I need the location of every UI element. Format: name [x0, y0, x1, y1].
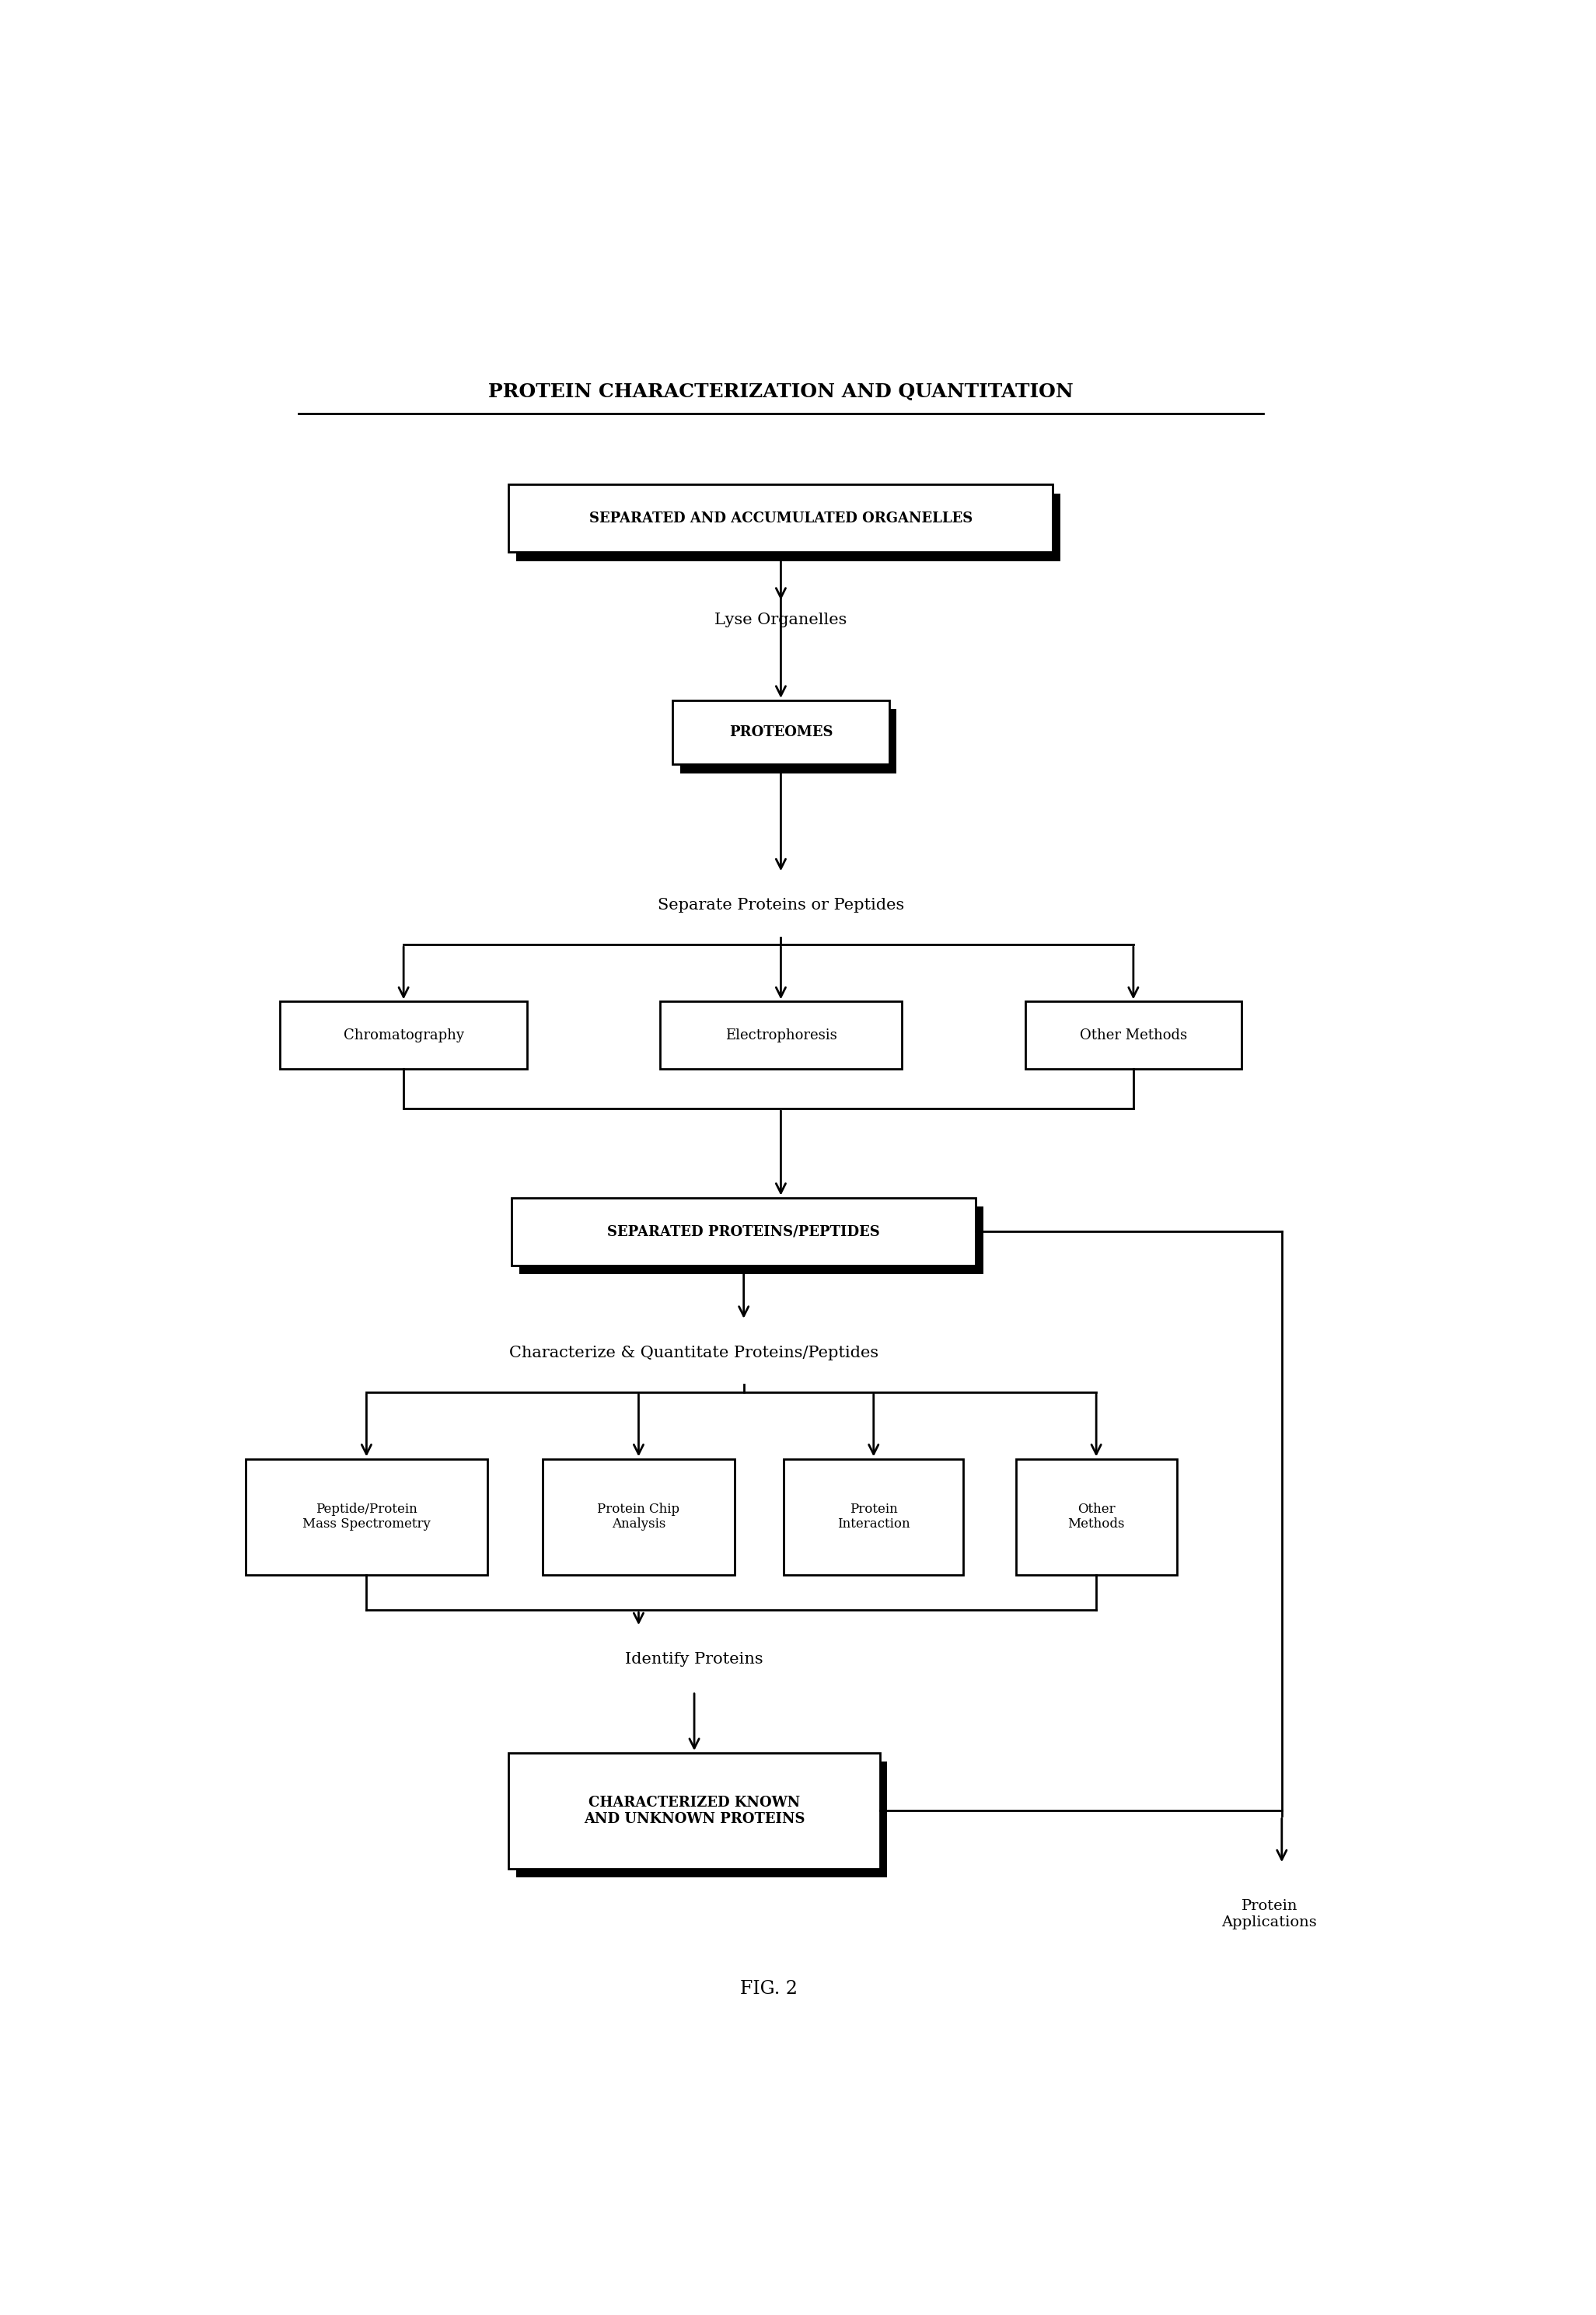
Text: PROTEIN CHARACTERIZATION AND QUANTITATION: PROTEIN CHARACTERIZATION AND QUANTITATIO… [488, 382, 1074, 400]
Bar [512, 1197, 975, 1266]
Bar [516, 1762, 887, 1877]
Bar [661, 1002, 902, 1070]
Bar [246, 1458, 487, 1574]
Text: Other Methods: Other Methods [1079, 1028, 1187, 1042]
Bar [1025, 1002, 1242, 1070]
Bar [543, 1458, 734, 1574]
Text: SEPARATED AND ACCUMULATED ORGANELLES: SEPARATED AND ACCUMULATED ORGANELLES [589, 512, 972, 526]
Text: Separate Proteins or Peptides: Separate Proteins or Peptides [658, 898, 905, 912]
Bar [509, 1752, 879, 1868]
Text: Chromatography: Chromatography [343, 1028, 464, 1042]
Text: Identify Proteins: Identify Proteins [626, 1653, 763, 1667]
Bar [680, 708, 897, 773]
Bar [509, 484, 1053, 553]
Bar [672, 699, 889, 764]
Text: Electrophoresis: Electrophoresis [725, 1028, 836, 1042]
Text: Protein Chip
Analysis: Protein Chip Analysis [597, 1502, 680, 1530]
Bar [784, 1458, 964, 1574]
Bar [516, 493, 1060, 560]
Text: FIG. 2: FIG. 2 [739, 1979, 798, 1998]
Bar [279, 1002, 527, 1070]
Text: Other
Methods: Other Methods [1068, 1502, 1125, 1530]
Text: CHARACTERIZED KNOWN
AND UNKNOWN PROTEINS: CHARACTERIZED KNOWN AND UNKNOWN PROTEINS [584, 1796, 804, 1827]
Bar [1015, 1458, 1176, 1574]
Text: Lyse Organelles: Lyse Organelles [715, 613, 847, 627]
Text: PROTEOMES: PROTEOMES [729, 725, 833, 738]
Text: Protein
Applications: Protein Applications [1221, 1898, 1317, 1928]
Text: Protein
Interaction: Protein Interaction [838, 1502, 910, 1530]
Bar [519, 1206, 983, 1273]
Text: Characterize & Quantitate Proteins/Peptides: Characterize & Quantitate Proteins/Pepti… [509, 1345, 879, 1361]
Text: Peptide/Protein
Mass Spectrometry: Peptide/Protein Mass Spectrometry [302, 1502, 431, 1530]
Text: SEPARATED PROTEINS/PEPTIDES: SEPARATED PROTEINS/PEPTIDES [608, 1225, 879, 1239]
